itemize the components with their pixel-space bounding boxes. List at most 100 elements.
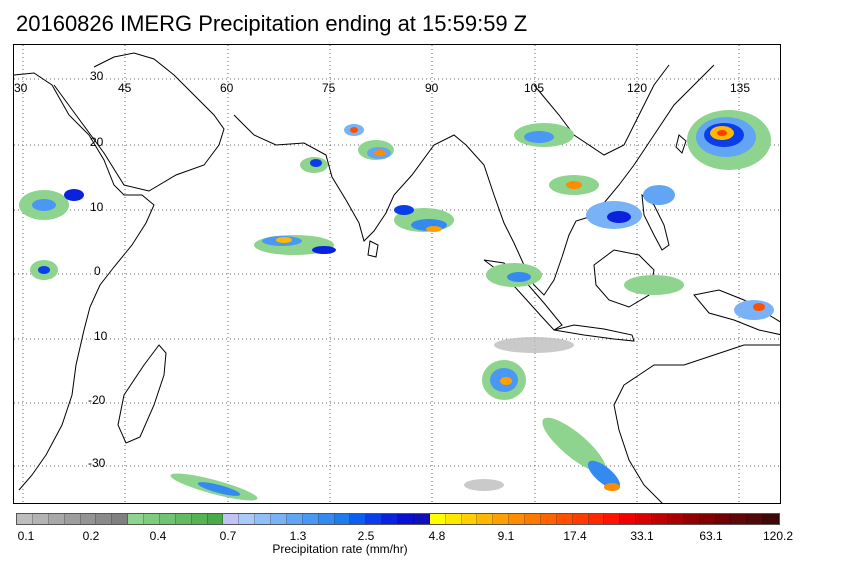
typhoon-western-pacific (687, 110, 771, 170)
colorbar-swatch (17, 514, 33, 524)
colorbar-swatch (445, 514, 462, 524)
colorbar-tick-4.8: 4.8 (428, 529, 446, 543)
colorbar-tick-0.2: 0.2 (82, 529, 100, 543)
lat-label-10: 10 (90, 200, 104, 214)
colorbar-swatch (318, 514, 335, 524)
coastline-australia (613, 344, 780, 503)
colorbar-swatch (239, 514, 256, 524)
precipitation-cells (19, 110, 774, 501)
lon-label-105: 105 (524, 81, 545, 95)
coastline-southeast-asia (465, 64, 715, 296)
graticule-grid (14, 45, 780, 503)
colorbar-swatch (747, 514, 764, 524)
coastline-arabia (53, 52, 225, 192)
rain-band-west-of-australia (482, 360, 621, 491)
coastline-borneo (593, 249, 655, 308)
colorbar-tick-0.4: 0.4 (149, 529, 167, 543)
colorbar-swatch (731, 514, 748, 524)
coastline-taiwan (675, 134, 687, 154)
colorbar-title: Precipitation rate (mm/hr) (272, 542, 408, 556)
colorbar-swatch (64, 514, 81, 524)
lat-label-20: 20 (90, 135, 104, 149)
lon-label-75: 75 (322, 81, 336, 95)
colorbar-tick-0.7: 0.7 (219, 529, 237, 543)
colorbar-tick-33.1: 33.1 (630, 529, 654, 543)
colorbar-tick-17.4: 17.4 (563, 529, 587, 543)
colorbar-swatch (286, 514, 303, 524)
colorbar-swatch (398, 514, 414, 524)
lat-label-0: 0 (94, 264, 101, 278)
colorbar-swatch (652, 514, 668, 524)
rain-band-bengal-east (394, 205, 454, 232)
lat-label-minus20: -20 (88, 393, 106, 407)
colorbar-swatch (382, 514, 398, 524)
rain-scattered-light (464, 337, 574, 491)
colorbar-swatch (191, 514, 208, 524)
colorbar-swatch (683, 514, 700, 524)
colorbar-swatch (96, 514, 113, 524)
colorbar-swatch (540, 514, 557, 524)
coastline-philippines (641, 193, 670, 251)
coastline-new-guinea (693, 289, 780, 336)
rain-band-maritime (486, 263, 774, 320)
colorbar-tick-0.1: 0.1 (17, 529, 35, 543)
colorbar-swatch (588, 514, 605, 524)
colorbar-swatch (429, 514, 446, 524)
lon-label-60: 60 (220, 81, 234, 95)
precipitation-map: 30 45 60 75 90 105 120 135 30 20 10 0 10… (13, 44, 781, 504)
lon-label-90: 90 (425, 81, 439, 95)
colorbar-swatch (271, 514, 287, 524)
colorbar-swatch (620, 514, 637, 524)
colorbar-swatch (223, 514, 240, 524)
colorbar-tick-1.3: 1.3 (289, 529, 307, 543)
coastline-india (233, 114, 467, 242)
colorbar-swatch (334, 514, 351, 524)
colorbar-tick-9.1: 9.1 (497, 529, 515, 543)
lat-label-minus10: 10 (94, 329, 108, 343)
coastline-africa-east (14, 72, 155, 491)
colorbar-swatch (175, 514, 192, 524)
colorbar-swatch (572, 514, 589, 524)
coastline-madagascar (117, 344, 167, 444)
rain-band-southwest (170, 473, 258, 501)
colorbar-swatch (461, 514, 478, 524)
colorbar-swatch (128, 514, 144, 524)
colorbar-swatch (350, 514, 367, 524)
colorbar-swatch (80, 514, 97, 524)
map-canvas (14, 45, 780, 503)
coastline-sri-lanka (367, 240, 379, 258)
colorbar-swatch (509, 514, 525, 524)
colorbar-swatch (525, 514, 541, 524)
colorbar-swatch (366, 514, 383, 524)
lon-label-45: 45 (118, 81, 132, 95)
colorbar-tick-63.1: 63.1 (699, 529, 723, 543)
lon-label-120: 120 (627, 81, 648, 95)
precipitation-colorbar (16, 513, 780, 525)
colorbar-swatch (699, 514, 716, 524)
colorbar-swatch (112, 514, 129, 524)
coastline-indochina-north (533, 64, 670, 156)
rain-band-arabian-sea (254, 235, 336, 255)
colorbar-swatch (715, 514, 732, 524)
colorbar-swatch (763, 514, 779, 524)
lon-label-135: 135 (730, 81, 751, 95)
colorbar-swatch (636, 514, 652, 524)
colorbar-swatch (207, 514, 224, 524)
colorbar-swatch (159, 514, 176, 524)
lat-label-30: 30 (90, 69, 104, 83)
lon-label-30: 30 (14, 81, 28, 95)
lat-label-minus30: -30 (88, 456, 106, 470)
coastlines (14, 52, 780, 503)
rain-band-africa-west (19, 189, 84, 280)
colorbar-swatch (667, 514, 684, 524)
map-title: 20160826 IMERG Precipitation ending at 1… (16, 11, 528, 36)
colorbar-swatch (477, 514, 494, 524)
colorbar-tick-120.2: 120.2 (762, 529, 794, 543)
colorbar-swatch (493, 514, 510, 524)
colorbar-swatch (48, 514, 65, 524)
colorbar-swatch (32, 514, 49, 524)
colorbar-tick-2.5: 2.5 (357, 529, 375, 543)
colorbar-swatch (413, 514, 430, 524)
colorbar-swatch (604, 514, 621, 524)
colorbar-swatch (302, 514, 319, 524)
